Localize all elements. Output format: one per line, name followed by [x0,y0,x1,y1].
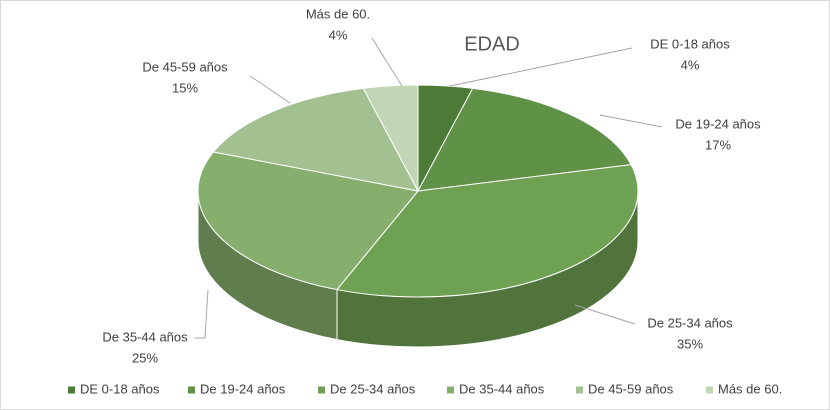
legend-swatch [68,386,75,394]
legend-swatch [576,386,583,394]
data-label-name: De 25-34 años [647,315,733,330]
leader-line [449,47,633,87]
legend-label: De 19-24 años [200,381,286,396]
leader-line [195,289,209,339]
legend-label: DE 0-18 años [80,381,160,396]
slice [212,87,419,192]
legend-label: De 45-59 años [588,381,674,396]
leader-line [371,37,403,87]
slice [362,84,419,192]
data-label: 4% [329,27,348,42]
leader-line [599,114,663,128]
legend-label: De 25-34 años [330,381,416,396]
data-label-name: De 45-59 años [142,59,228,74]
legend-swatch [447,386,454,394]
slice [197,151,419,291]
data-label: 17% [705,137,731,152]
data-label-name: De 19-24 años [675,116,761,131]
data-label: 15% [172,80,198,95]
legend-label: De 35-44 años [459,381,545,396]
legend-swatch [706,386,713,394]
data-label: 25% [132,350,158,365]
chart-title: EDAD [464,33,520,55]
slice [336,164,639,298]
data-label-name: De 35-44 años [102,329,188,344]
legend-label: Más de 60. [718,381,782,396]
leader-line [574,304,636,325]
legend-swatch [318,386,325,394]
leader-line [249,75,291,104]
data-label-name: DE 0-18 años [650,36,730,51]
data-label-name: Más de 60. [306,6,370,21]
legend-swatch [188,386,195,394]
data-label: 4% [681,57,700,72]
data-label: 35% [677,336,703,351]
slice [417,87,632,192]
